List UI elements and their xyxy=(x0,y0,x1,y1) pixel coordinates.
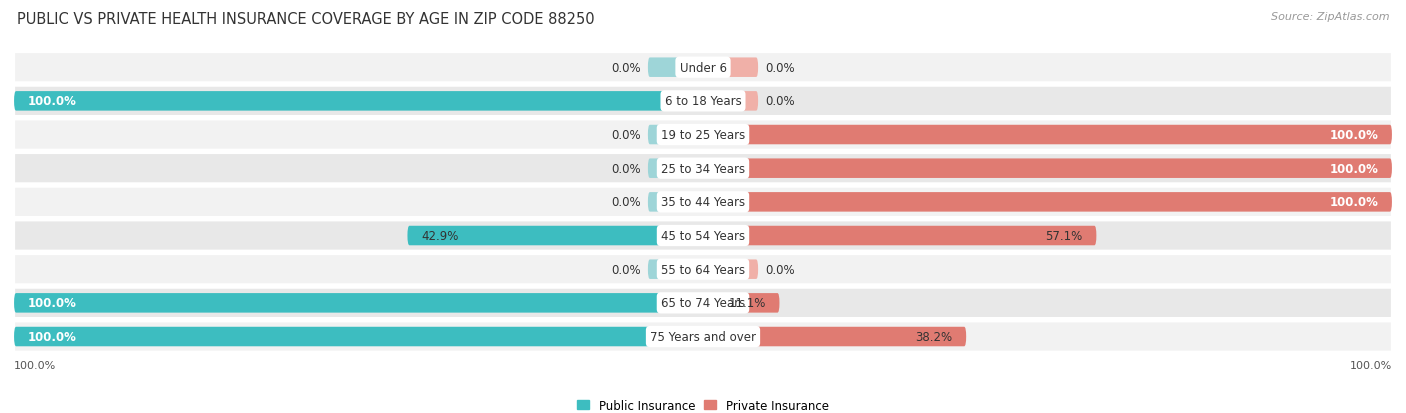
FancyBboxPatch shape xyxy=(14,92,703,112)
Text: Source: ZipAtlas.com: Source: ZipAtlas.com xyxy=(1271,12,1389,22)
FancyBboxPatch shape xyxy=(14,120,1392,150)
Text: 65 to 74 Years: 65 to 74 Years xyxy=(661,297,745,310)
FancyBboxPatch shape xyxy=(14,327,703,347)
FancyBboxPatch shape xyxy=(14,322,1392,352)
Text: 100.0%: 100.0% xyxy=(14,360,56,370)
Text: 0.0%: 0.0% xyxy=(765,95,794,108)
FancyBboxPatch shape xyxy=(703,327,966,347)
FancyBboxPatch shape xyxy=(703,260,758,279)
FancyBboxPatch shape xyxy=(703,92,758,112)
Text: 45 to 54 Years: 45 to 54 Years xyxy=(661,230,745,242)
Text: 0.0%: 0.0% xyxy=(612,129,641,142)
Text: 100.0%: 100.0% xyxy=(28,95,77,108)
FancyBboxPatch shape xyxy=(14,293,703,313)
Text: 100.0%: 100.0% xyxy=(28,330,77,343)
FancyBboxPatch shape xyxy=(14,221,1392,251)
Text: 35 to 44 Years: 35 to 44 Years xyxy=(661,196,745,209)
Text: 57.1%: 57.1% xyxy=(1045,230,1083,242)
Text: 100.0%: 100.0% xyxy=(1350,360,1392,370)
Text: 19 to 25 Years: 19 to 25 Years xyxy=(661,129,745,142)
Text: PUBLIC VS PRIVATE HEALTH INSURANCE COVERAGE BY AGE IN ZIP CODE 88250: PUBLIC VS PRIVATE HEALTH INSURANCE COVER… xyxy=(17,12,595,27)
FancyBboxPatch shape xyxy=(703,159,1392,178)
Text: 100.0%: 100.0% xyxy=(1329,162,1378,175)
FancyBboxPatch shape xyxy=(14,53,1392,83)
Text: 42.9%: 42.9% xyxy=(422,230,458,242)
Text: 100.0%: 100.0% xyxy=(1329,196,1378,209)
FancyBboxPatch shape xyxy=(703,126,1392,145)
FancyBboxPatch shape xyxy=(648,58,703,78)
FancyBboxPatch shape xyxy=(14,288,1392,318)
Legend: Public Insurance, Private Insurance: Public Insurance, Private Insurance xyxy=(572,394,834,413)
Text: 6 to 18 Years: 6 to 18 Years xyxy=(665,95,741,108)
FancyBboxPatch shape xyxy=(648,260,703,279)
Text: 0.0%: 0.0% xyxy=(612,162,641,175)
Text: 0.0%: 0.0% xyxy=(612,196,641,209)
FancyBboxPatch shape xyxy=(14,86,1392,117)
FancyBboxPatch shape xyxy=(703,58,758,78)
Text: 0.0%: 0.0% xyxy=(765,263,794,276)
FancyBboxPatch shape xyxy=(14,254,1392,285)
Text: 100.0%: 100.0% xyxy=(28,297,77,310)
Text: 0.0%: 0.0% xyxy=(612,62,641,74)
Text: 100.0%: 100.0% xyxy=(1329,129,1378,142)
Text: 75 Years and over: 75 Years and over xyxy=(650,330,756,343)
FancyBboxPatch shape xyxy=(14,154,1392,184)
Text: 25 to 34 Years: 25 to 34 Years xyxy=(661,162,745,175)
FancyBboxPatch shape xyxy=(408,226,703,246)
Text: 38.2%: 38.2% xyxy=(915,330,952,343)
Text: 55 to 64 Years: 55 to 64 Years xyxy=(661,263,745,276)
Text: 11.1%: 11.1% xyxy=(728,297,766,310)
FancyBboxPatch shape xyxy=(703,293,779,313)
Text: 0.0%: 0.0% xyxy=(612,263,641,276)
FancyBboxPatch shape xyxy=(648,126,703,145)
FancyBboxPatch shape xyxy=(703,226,1097,246)
FancyBboxPatch shape xyxy=(703,192,1392,212)
FancyBboxPatch shape xyxy=(14,187,1392,218)
Text: 0.0%: 0.0% xyxy=(765,62,794,74)
Text: Under 6: Under 6 xyxy=(679,62,727,74)
FancyBboxPatch shape xyxy=(648,159,703,178)
FancyBboxPatch shape xyxy=(648,192,703,212)
